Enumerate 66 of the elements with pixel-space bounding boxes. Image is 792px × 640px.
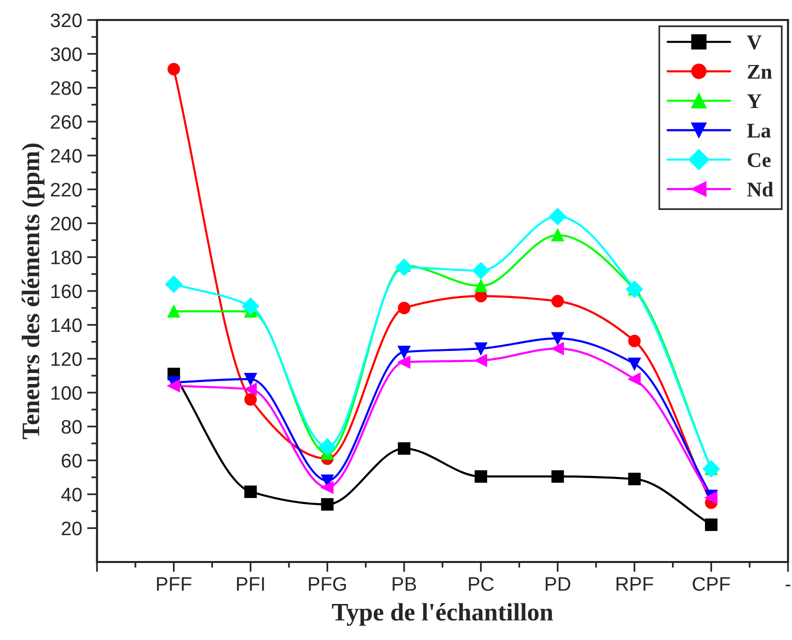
point xyxy=(242,298,260,315)
point xyxy=(474,342,488,355)
y-tick-label: 280 xyxy=(50,81,82,95)
point xyxy=(244,382,257,396)
point xyxy=(321,498,334,511)
point xyxy=(398,442,410,455)
x-tick-label: PFF xyxy=(157,577,192,591)
legend-label: Nd xyxy=(747,182,774,197)
x-tick-label: - xyxy=(786,584,790,586)
y-tick-label: 100 xyxy=(51,386,82,400)
y-tick-label: 180 xyxy=(51,250,82,264)
point xyxy=(551,228,564,242)
y-tick-label: 260 xyxy=(50,115,82,129)
legend-label: La xyxy=(747,124,771,138)
y-tick-label: 120 xyxy=(51,352,82,366)
point xyxy=(551,332,564,345)
y-tick-label: 240 xyxy=(50,148,82,163)
point xyxy=(244,485,257,498)
legend-label: Y xyxy=(747,94,762,108)
point xyxy=(551,470,564,483)
point xyxy=(398,346,410,358)
point xyxy=(165,276,182,293)
x-tick-label: RPF xyxy=(616,577,654,591)
point xyxy=(321,481,334,494)
y-tick-label: 160 xyxy=(51,284,82,298)
point xyxy=(628,358,641,370)
legend-label: V xyxy=(747,36,762,50)
x-tick-label: CPF xyxy=(692,577,730,591)
point xyxy=(168,305,180,318)
y-tick-label: 40 xyxy=(61,488,82,502)
x-tick-label: PB xyxy=(392,577,416,591)
legend-label: Zn xyxy=(748,64,772,79)
point xyxy=(474,354,488,367)
y-tick-label: 300 xyxy=(50,47,82,62)
point xyxy=(244,393,257,406)
y-tick-label: 220 xyxy=(50,182,82,197)
x-axis-title: Type de l'échantillon xyxy=(332,603,554,626)
x-tick-label: PFI xyxy=(237,577,264,591)
point xyxy=(398,356,410,368)
y-tick-label: 20 xyxy=(62,522,82,536)
point xyxy=(628,334,641,348)
point xyxy=(551,294,564,308)
point xyxy=(168,380,180,392)
point xyxy=(704,518,718,531)
legend-label: Ce xyxy=(748,153,771,168)
point xyxy=(472,262,490,280)
point xyxy=(549,208,566,226)
point xyxy=(628,372,641,386)
y-axis-title: Teneurs des éléments (ppm) xyxy=(22,144,44,440)
point xyxy=(244,372,257,386)
point xyxy=(398,302,410,314)
y-tick-label: 80 xyxy=(62,420,82,434)
x-tick-label: PD xyxy=(546,577,570,591)
point xyxy=(628,472,641,486)
point xyxy=(318,438,336,456)
y-tick-label: 200 xyxy=(50,216,82,230)
point xyxy=(551,342,564,355)
point xyxy=(168,62,180,76)
point xyxy=(396,258,413,276)
point xyxy=(474,470,488,483)
x-tick-label: PC xyxy=(468,577,494,591)
point xyxy=(474,280,488,292)
x-tick-label: PFG xyxy=(308,577,346,591)
y-tick-label: 140 xyxy=(51,318,82,332)
y-tick-label: 60 xyxy=(62,454,82,468)
y-tick-label: 320 xyxy=(50,13,82,28)
